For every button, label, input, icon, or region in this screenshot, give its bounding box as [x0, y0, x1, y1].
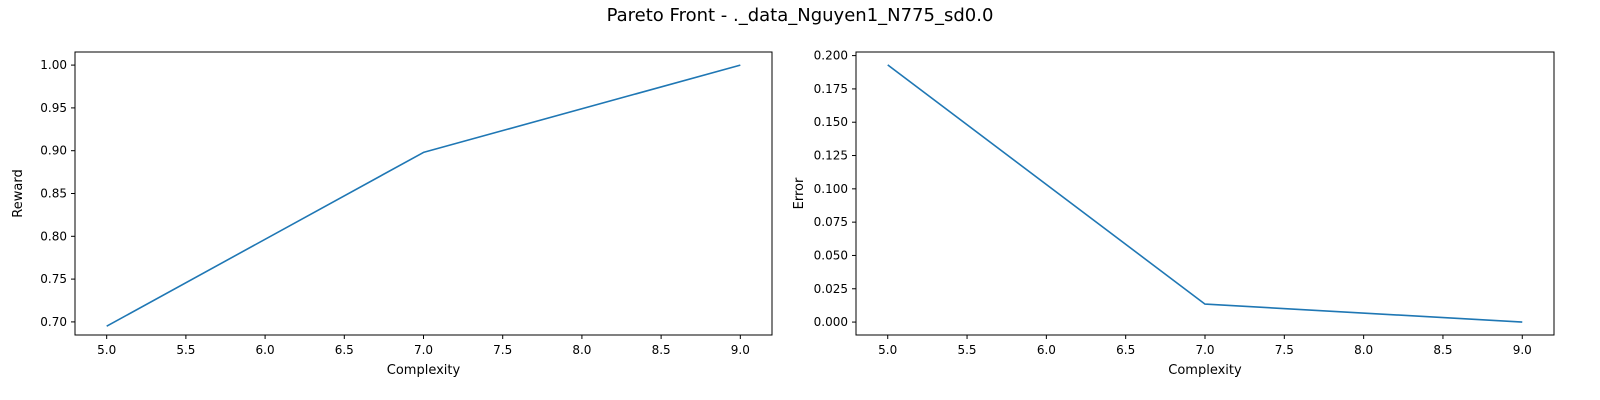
x-tick-label: 8.5	[1433, 343, 1452, 357]
y-tick-label: 0.70	[40, 315, 67, 329]
x-tick-label: 6.5	[335, 343, 354, 357]
data-point	[423, 152, 425, 154]
y-tick-label: 0.075	[814, 215, 848, 229]
x-tick-label: 9.0	[1513, 343, 1532, 357]
figure-title: Pareto Front - ._data_Nguyen1_N775_sd0.0	[606, 5, 994, 26]
x-tick-label: 5.0	[97, 343, 116, 357]
data-point	[1521, 321, 1523, 323]
data-point	[1204, 303, 1206, 305]
plot-frame	[855, 51, 1555, 336]
x-tick-label: 8.0	[1354, 343, 1373, 357]
y-axis-label: Error	[792, 177, 807, 209]
x-tick-label: 6.5	[1116, 343, 1135, 357]
data-point	[740, 64, 742, 66]
y-tick-label: 0.050	[814, 248, 848, 262]
x-tick-label: 8.0	[572, 343, 591, 357]
y-tick-label: 0.85	[40, 187, 67, 201]
y-tick-label: 0.025	[814, 282, 848, 296]
x-tick-label: 8.5	[652, 343, 671, 357]
y-tick-label: 0.000	[814, 315, 848, 329]
plot-frame	[74, 51, 773, 336]
y-tick-label: 0.175	[814, 82, 848, 96]
series-line	[887, 64, 1523, 323]
data-point	[106, 325, 108, 327]
x-tick-label: 7.0	[1195, 343, 1214, 357]
y-tick-label: 0.75	[40, 272, 67, 286]
y-tick-label: 0.150	[814, 115, 848, 129]
chart-panel-1: 5.0 5.5 6.0 6.5 7.0 7.5 8.0 8.5 9.0 0.70 0.75 0.80 0…	[11, 51, 773, 378]
x-axis-label: Complexity	[387, 363, 461, 378]
y-tick-label: 0.95	[40, 101, 67, 115]
x-tick-label: 7.5	[1275, 343, 1294, 357]
x-tick-label: 9.0	[731, 343, 750, 357]
y-tick-label: 0.90	[40, 144, 67, 158]
x-tick-label: 7.0	[414, 343, 433, 357]
chart-panel-2: 5.0 5.5 6.0 6.5 7.0 7.5 8.0 8.5 9.0 0.000 0.025 0.0…	[792, 49, 1555, 378]
series-line	[106, 64, 741, 327]
x-tick-label: 5.5	[176, 343, 195, 357]
x-tick-label: 5.0	[878, 343, 897, 357]
y-tick-label: 0.80	[40, 229, 67, 243]
y-tick-label: 0.200	[814, 49, 848, 63]
x-tick-label: 6.0	[1037, 343, 1056, 357]
y-tick-label: 0.100	[814, 182, 848, 196]
x-tick-label: 6.0	[256, 343, 275, 357]
y-tick-label: 1.00	[40, 58, 67, 72]
x-tick-label: 7.5	[493, 343, 512, 357]
y-tick-label: 0.125	[814, 149, 848, 163]
y-axis-label: Reward	[11, 169, 26, 217]
data-point	[887, 64, 889, 66]
x-axis-label: Complexity	[1168, 363, 1242, 378]
x-tick-label: 5.5	[957, 343, 976, 357]
